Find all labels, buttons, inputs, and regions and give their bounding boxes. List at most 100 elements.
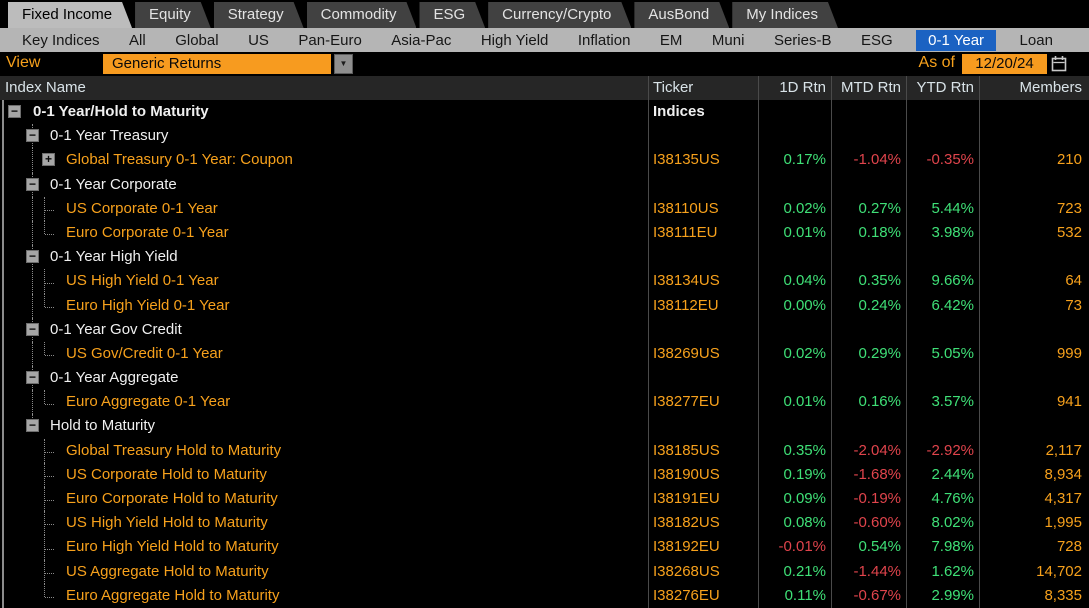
nav-item-series-b[interactable]: Series-B xyxy=(773,31,832,49)
ytd-rtn-cell xyxy=(906,245,979,270)
ticker-cell[interactable]: I38277EU xyxy=(648,390,758,415)
ticker-cell[interactable]: I38191EU xyxy=(648,487,758,512)
nav-item-em[interactable]: EM xyxy=(659,31,683,49)
ytd-rtn-cell: 1.62% xyxy=(906,559,979,584)
group-name-label[interactable]: 0-1 Year High Yield xyxy=(50,248,178,266)
index-name-link[interactable]: US High Yield 0-1 Year xyxy=(66,272,219,290)
column-header-ticker[interactable]: Ticker xyxy=(648,76,758,100)
minus-expander-icon[interactable]: − xyxy=(8,105,21,118)
nav-item-us[interactable]: US xyxy=(248,31,269,49)
plus-expander-icon[interactable]: + xyxy=(42,153,55,167)
index-name-link[interactable]: US Aggregate Hold to Maturity xyxy=(66,562,269,580)
toolbar: View Generic Returns ▼ As of 12/20/24 xyxy=(0,52,1089,76)
column-header-members[interactable]: Members xyxy=(979,76,1089,100)
column-header-index-name[interactable]: Index Name xyxy=(5,79,86,96)
index-name-link[interactable]: Global Treasury Hold to Maturity xyxy=(66,441,282,459)
index-name-link[interactable]: Euro Corporate Hold to Maturity xyxy=(66,490,278,507)
minus-expander-icon[interactable]: − xyxy=(26,371,39,385)
index-name-cell: Euro Corporate 0-1 Year xyxy=(0,220,648,246)
tab-currency-crypto[interactable]: Currency/Crypto xyxy=(488,2,631,28)
tab-ausbond[interactable]: AusBond xyxy=(634,2,729,28)
tab-fixed-income[interactable]: Fixed Income xyxy=(8,2,132,28)
table-row: −0-1 Year Treasury xyxy=(0,124,1089,149)
members-cell: 210 xyxy=(979,148,1089,173)
nav-item-0-1-year[interactable]: 0-1 Year xyxy=(916,29,997,51)
table-row: −0-1 Year/Hold to Maturity Indices xyxy=(0,100,1089,125)
ytd-rtn-cell: 2.99% xyxy=(906,583,979,608)
nav-item-global[interactable]: Global xyxy=(175,31,219,49)
nav-item-muni[interactable]: Muni xyxy=(711,31,745,49)
ticker-cell[interactable]: I38268US xyxy=(648,559,758,584)
ticker-cell[interactable]: I38269US xyxy=(648,341,758,367)
table-row: US Corporate Hold to Maturity I38190US 0.1… xyxy=(0,462,1089,487)
nav-item-loan[interactable]: Loan xyxy=(1019,31,1053,49)
1d-rtn-cell xyxy=(758,172,831,197)
tab-strategy[interactable]: Strategy xyxy=(214,2,304,28)
view-dropdown[interactable]: Generic Returns xyxy=(103,54,331,74)
ticker-cell[interactable]: I38190US xyxy=(648,462,758,487)
index-name-link[interactable]: Euro Corporate 0-1 Year xyxy=(66,223,229,241)
index-name-link[interactable]: US Corporate Hold to Maturity xyxy=(66,465,267,483)
index-name-link[interactable]: US Corporate 0-1 Year xyxy=(66,199,218,217)
group-name-label[interactable]: 0-1 Year Treasury xyxy=(50,127,169,145)
ticker-cell[interactable]: I38185US xyxy=(648,438,758,463)
tab-equity[interactable]: Equity xyxy=(135,2,211,28)
tab-esg[interactable]: ESG xyxy=(419,2,485,28)
mtd-rtn-cell: 0.16% xyxy=(831,390,906,415)
group-name-label[interactable]: 0-1 Year Gov Credit xyxy=(50,320,182,338)
ticker-cell[interactable]: I38112EU xyxy=(648,293,758,318)
members-cell: 723 xyxy=(979,196,1089,221)
minus-expander-icon[interactable]: − xyxy=(26,419,39,433)
group-name-label[interactable]: 0-1 Year/Hold to Maturity xyxy=(33,103,209,120)
index-name-link[interactable]: US High Yield Hold to Maturity xyxy=(66,514,268,532)
ticker-cell[interactable]: I38111EU xyxy=(648,220,758,246)
index-name-link[interactable]: US Gov/Credit 0-1 Year xyxy=(66,344,223,362)
asof-date-input[interactable]: 12/20/24 xyxy=(962,54,1047,74)
tab-commodity[interactable]: Commodity xyxy=(307,2,417,28)
minus-expander-icon[interactable]: − xyxy=(26,250,39,264)
table-row: Euro Corporate 0-1 Year I38111EU 0.01% 0.18… xyxy=(0,220,1089,246)
ticker-cell: Indices xyxy=(648,100,758,125)
ticker-cell[interactable]: I38135US xyxy=(648,148,758,173)
table-row: US Aggregate Hold to Maturity I38268US 0.2… xyxy=(0,559,1089,584)
nav-item-inflation[interactable]: Inflation xyxy=(577,31,631,49)
group-name-label[interactable]: 0-1 Year Corporate xyxy=(50,175,177,193)
tree-branch-line xyxy=(44,438,55,463)
ticker-cell[interactable]: I38110US xyxy=(648,196,758,221)
minus-expander-icon[interactable]: − xyxy=(26,177,39,191)
1d-rtn-cell: 0.02% xyxy=(758,341,831,367)
nav-item-high-yield[interactable]: High Yield xyxy=(480,31,549,49)
column-header-mtd-rtn[interactable]: MTD Rtn xyxy=(831,76,906,100)
minus-expander-icon[interactable]: − xyxy=(26,322,39,336)
nav-item-all[interactable]: All xyxy=(129,31,146,49)
ticker-cell[interactable]: I38134US xyxy=(648,269,758,294)
index-name-link[interactable]: Euro High Yield Hold to Maturity xyxy=(66,538,279,556)
mtd-rtn-cell xyxy=(831,172,906,197)
nav-item-asia-pac[interactable]: Asia-Pac xyxy=(391,31,452,49)
members-cell: 8,335 xyxy=(979,583,1089,608)
nav-item-esg[interactable]: ESG xyxy=(860,31,893,49)
column-header-ytd-rtn[interactable]: YTD Rtn xyxy=(906,76,979,100)
index-name-link[interactable]: Euro Aggregate Hold to Maturity xyxy=(66,586,280,604)
members-cell: 8,934 xyxy=(979,462,1089,487)
index-name-link[interactable]: Euro Aggregate 0-1 Year xyxy=(66,393,231,411)
index-name-link[interactable]: Euro High Yield 0-1 Year xyxy=(66,296,230,314)
ticker-cell[interactable]: I38276EU xyxy=(648,583,758,608)
index-name-cell: −0-1 Year High Yield xyxy=(0,245,648,270)
index-name-cell: + Global Treasury 0-1 Year: Coupon xyxy=(0,148,648,173)
ticker-cell[interactable]: I38192EU xyxy=(648,535,758,560)
nav-item-pan-euro[interactable]: Pan-Euro xyxy=(298,31,362,49)
minus-expander-icon[interactable]: − xyxy=(26,129,39,143)
table-row: Euro High Yield Hold to Maturity I38192EU… xyxy=(0,535,1089,560)
ticker-cell[interactable]: I38182US xyxy=(648,511,758,536)
group-name-label[interactable]: 0-1 Year Aggregate xyxy=(50,369,179,387)
index-name-link[interactable]: Global Treasury 0-1 Year: Coupon xyxy=(66,151,293,169)
column-header-1d-rtn[interactable]: 1D Rtn xyxy=(758,76,831,100)
calendar-icon[interactable] xyxy=(1051,55,1067,72)
nav-item-key-indices[interactable]: Key Indices xyxy=(22,31,100,49)
chevron-down-icon[interactable]: ▼ xyxy=(334,54,353,74)
tab-my-indices[interactable]: My Indices xyxy=(732,2,838,28)
1d-rtn-cell xyxy=(758,366,831,391)
group-name-label[interactable]: Hold to Maturity xyxy=(50,417,156,435)
